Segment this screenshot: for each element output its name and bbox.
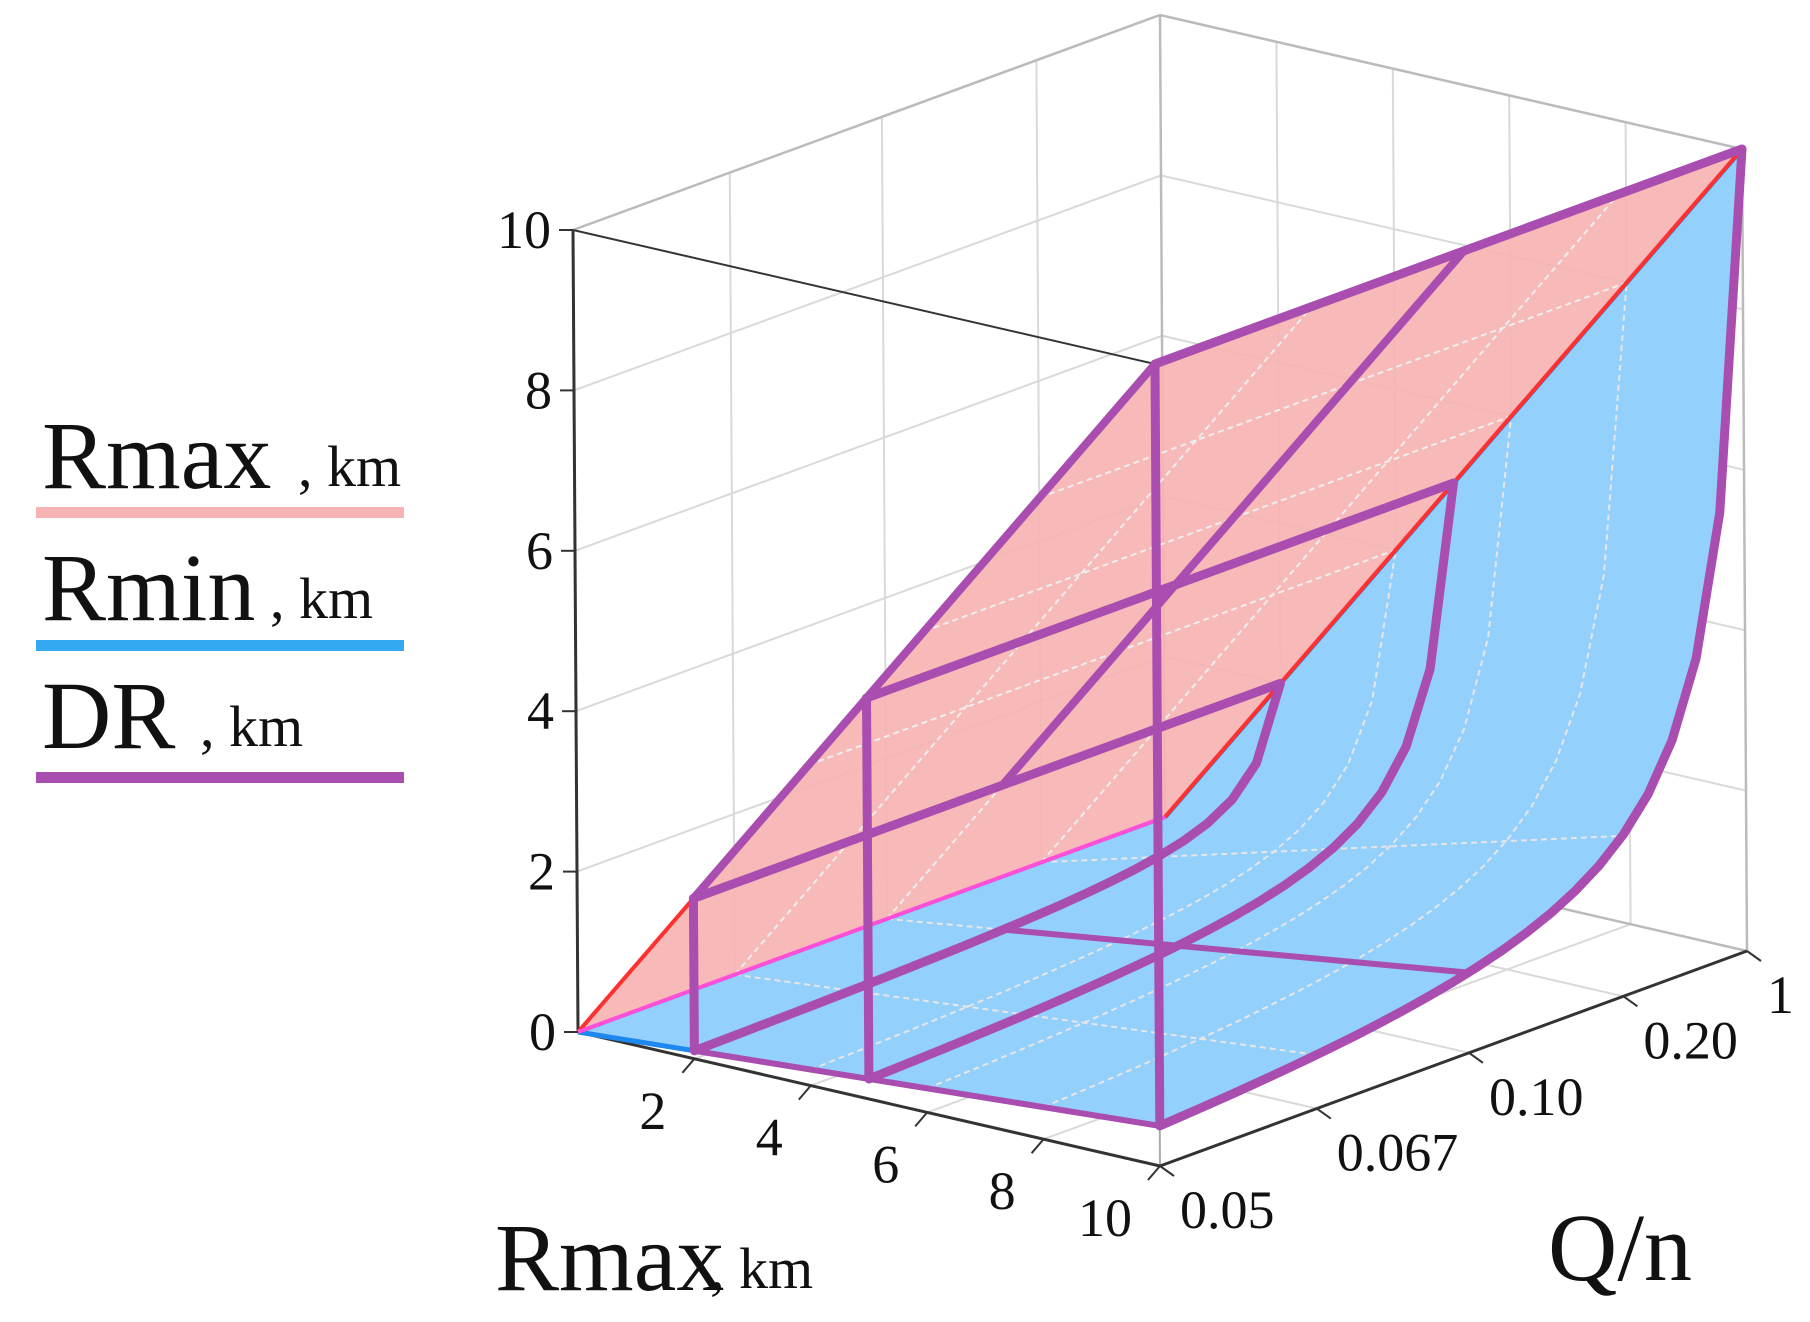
rmax-axis-title-unit: , km (710, 1236, 813, 1301)
legend-unit-rmax: , km (298, 434, 401, 499)
rmax-mesh-line (923, 415, 1512, 633)
tick-labels: 0 2 4 6 8 10 2 4 6 8 10 0.05 0.067 0.10 0.20 1 (497, 200, 1794, 1248)
qn-tick-label: 0.05 (1180, 1180, 1275, 1240)
z-tick-label: 0 (529, 1002, 556, 1062)
qn-tick-label: 0.20 (1643, 1010, 1738, 1070)
qn-tick-label: 0.10 (1489, 1067, 1584, 1127)
rmax-tick-label: 2 (639, 1081, 666, 1141)
rmax-mesh-line (1039, 281, 1627, 499)
dr-section-rmax-2 (688, 678, 1285, 1056)
legend-swatch-rmax (36, 507, 404, 518)
box-edge (1740, 148, 1749, 952)
rmin-mesh-line (926, 416, 1513, 1090)
rmax-tick-label: 6 (872, 1134, 899, 1194)
z-tick-label: 10 (497, 200, 551, 260)
box-edge-front-top (572, 229, 1156, 365)
box-edge (572, 13, 1161, 232)
rmax-tick (681, 1058, 696, 1074)
rmax-axis-line (577, 1030, 1161, 1168)
dr-section-rmax-10 (1150, 144, 1747, 1131)
qn-axis-line (1159, 949, 1748, 1168)
rmax-tick-label: 8 (989, 1161, 1016, 1221)
box-edge (1159, 13, 1743, 151)
rmax-tick (1030, 1138, 1045, 1154)
z-tick-label: 2 (528, 842, 555, 902)
rmax-mesh-line (808, 548, 1397, 766)
qn-tick-label: 1 (1767, 965, 1794, 1025)
rmax-axis-title: Rmax , km (495, 1204, 813, 1311)
qn-tick-label: 0.067 (1337, 1123, 1459, 1183)
dr-section-rmax-5 (862, 478, 1458, 1084)
legend-entry-dr: DR , km (36, 662, 404, 783)
qn-tick (1316, 1107, 1332, 1120)
rmax-tick (798, 1084, 812, 1101)
rmin-mesh-line (810, 549, 1397, 1071)
z-tick-label: 8 (525, 360, 552, 420)
rmax-tick (914, 1111, 928, 1128)
qn-tick (1468, 1052, 1484, 1064)
dr-sections (688, 144, 1747, 1131)
legend-unit-dr: , km (200, 694, 303, 759)
rmin-mesh-line (1043, 282, 1628, 1109)
z-tick-label: 4 (527, 681, 554, 741)
rmax-tick-label: 4 (756, 1108, 783, 1168)
legend-unit-rmin: , km (270, 566, 373, 631)
z-tick-label: 6 (526, 521, 553, 581)
legend-label-rmax: Rmax (42, 402, 271, 509)
qn-axis-title: Q/n (1548, 1194, 1692, 1301)
dr-line-top-1 (999, 248, 1467, 788)
legend-swatch-rmin (36, 640, 404, 651)
rmin-surface (578, 149, 1742, 1126)
qn-tick (1159, 1165, 1175, 1177)
qn-tick (1622, 995, 1639, 1008)
dr-line-bottom (693, 1047, 1161, 1129)
dr-line-top-0 (690, 361, 1159, 902)
legend-label-dr: DR (42, 662, 175, 769)
dr-line-bottom-mid (1002, 926, 1469, 976)
rmax-tick-label: 10 (1078, 1188, 1132, 1248)
rmax-axis-title-main: Rmax (495, 1204, 724, 1311)
legend-entry-rmax: Rmax , km (36, 402, 404, 518)
legend-label-rmin: Rmin (42, 534, 255, 641)
legend: Rmax , km Rmin , km DR , km (36, 402, 404, 783)
legend-entry-rmin: Rmin , km (36, 534, 404, 651)
legend-swatch-dr (36, 772, 404, 783)
qn-tick (1746, 950, 1762, 962)
rmax-tick (1147, 1165, 1161, 1181)
z-axis-line (571, 229, 580, 1033)
